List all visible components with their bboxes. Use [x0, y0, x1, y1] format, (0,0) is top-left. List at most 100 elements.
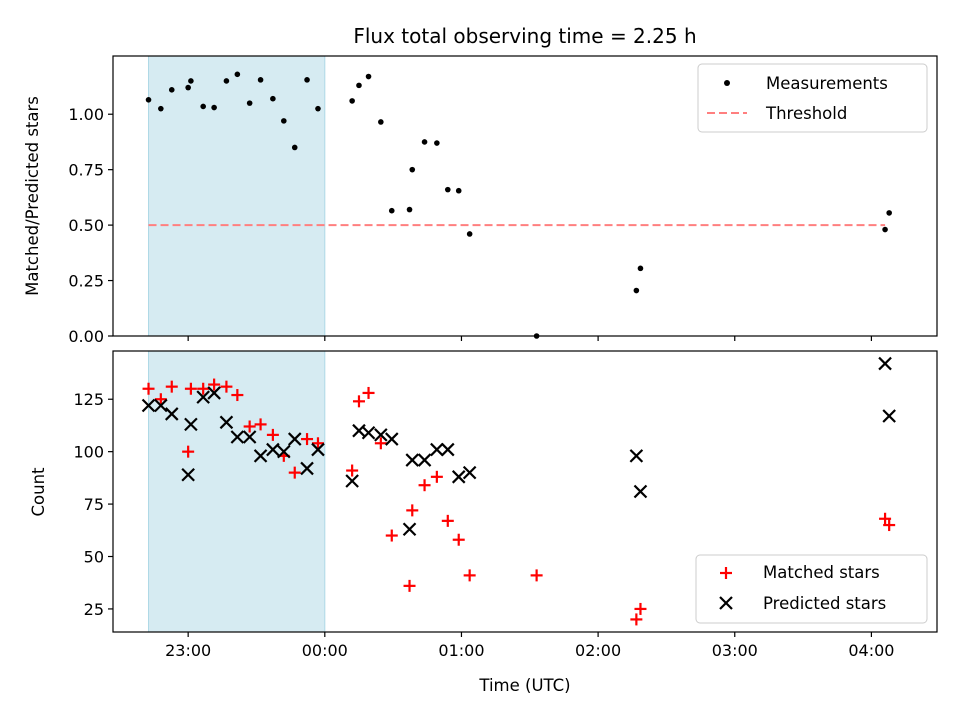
- matched-star-point: [197, 382, 210, 395]
- matched-star-point: [288, 466, 301, 479]
- y-tick-label: 0.25: [68, 272, 104, 291]
- measurement-point: [455, 187, 462, 194]
- matched-star-point: [418, 479, 431, 492]
- matched-star-point: [630, 613, 643, 626]
- matched-star-point: [243, 420, 256, 433]
- matched-star-point: [362, 386, 375, 399]
- x-tick-label: 23:00: [165, 641, 211, 660]
- predicted-star-point: [878, 356, 892, 371]
- x-tick-label: 03:00: [712, 641, 758, 660]
- matched-star-point: [254, 418, 267, 431]
- legend-matched-marker: [720, 567, 732, 579]
- legend-measurements-marker: [724, 80, 730, 86]
- matched-star-point: [165, 380, 178, 393]
- matched-star-point: [346, 464, 359, 477]
- predicted-star-point: [311, 442, 325, 457]
- matched-star-point: [883, 519, 896, 532]
- matched-star-point: [530, 569, 543, 582]
- measurement-point: [349, 98, 355, 104]
- measurement-point: [246, 100, 253, 106]
- predicted-star-point: [462, 465, 477, 480]
- top-x-ticks: [187, 336, 873, 341]
- top-plot-frame: [112, 55, 938, 337]
- matched-star-point: [441, 514, 454, 527]
- bottom-plot-frame: [112, 350, 938, 633]
- y-tick-label: 75: [84, 495, 104, 514]
- matched-star-point: [463, 569, 476, 582]
- matched-star-point: [311, 437, 324, 450]
- measurement-point: [466, 231, 473, 237]
- predicted-star-point: [633, 484, 648, 499]
- measurement-point: [637, 265, 644, 272]
- predicted-star-point: [345, 474, 359, 488]
- measurement-point: [409, 166, 416, 173]
- measurement-point: [291, 144, 298, 151]
- predicted-star-point: [219, 415, 234, 430]
- predicted-star-point: [164, 407, 179, 421]
- predicted-star-point: [287, 432, 302, 446]
- top-panel: 0.00 0.25 0.50 0.75 1.00 Matched/Predicted s…: [23, 55, 938, 346]
- top-legend-box: [697, 63, 928, 133]
- matched-star-point: [352, 395, 365, 408]
- predicted-star-point: [430, 442, 444, 457]
- measurement-point: [145, 97, 152, 103]
- top-y-ticks: 0.00 0.25 0.50 0.75 1.00: [68, 105, 113, 346]
- measurement-point: [158, 105, 164, 112]
- predicted-star-point: [266, 442, 280, 457]
- predicted-star-point: [300, 461, 314, 476]
- measurement-point: [406, 206, 413, 213]
- predicted-star-point: [154, 398, 168, 413]
- matched-star-point: [430, 470, 443, 483]
- measurement-point: [304, 77, 310, 83]
- measurement-point: [200, 103, 206, 110]
- predicted-star-point: [402, 522, 417, 537]
- top-shaded-span: [148, 55, 326, 337]
- measurement-point: [185, 84, 191, 91]
- predicted-star-point: [417, 453, 432, 467]
- matched-star-point: [879, 512, 892, 525]
- bottom-legend: Matched stars Predicted stars: [695, 554, 928, 624]
- predicted-star-point: [629, 449, 644, 463]
- bottom-points: [141, 356, 896, 626]
- measurement-point: [270, 95, 276, 102]
- y-tick-label: 100: [73, 443, 104, 462]
- x-tick-label: 02:00: [575, 641, 621, 660]
- bottom-legend-box: [695, 554, 928, 624]
- bottom-x-ticks: 23:00 00:00 01:00 02:00 03:00 04:00: [165, 632, 894, 660]
- predicted-star-point: [242, 430, 257, 444]
- matched-star-point: [184, 382, 197, 395]
- matched-star-point: [374, 437, 387, 450]
- measurement-point: [886, 210, 892, 216]
- top-y-axis-label: Matched/Predicted stars: [23, 96, 42, 296]
- measurement-point: [378, 119, 384, 125]
- y-tick-label: 25: [84, 600, 104, 619]
- legend-predicted-marker: [719, 596, 733, 610]
- measurement-point: [444, 186, 451, 193]
- matched-star-point: [385, 529, 398, 542]
- measurement-point: [365, 73, 372, 80]
- measurement-point: [211, 104, 217, 111]
- measurement-point: [257, 77, 264, 83]
- predicted-star-point: [441, 442, 455, 457]
- measurement-point: [388, 207, 395, 214]
- measurement-point: [188, 78, 194, 84]
- measurement-point: [882, 226, 888, 233]
- measurement-point: [168, 87, 175, 93]
- matched-star-point: [208, 378, 221, 391]
- bottom-y-ticks: 25 50 75 100 125: [73, 390, 113, 619]
- predicted-star-point: [253, 449, 268, 463]
- predicted-star-point: [141, 398, 156, 413]
- predicted-star-point: [277, 444, 291, 459]
- predicted-star-point: [374, 428, 388, 442]
- matched-star-point: [301, 433, 314, 446]
- measurement-point: [356, 82, 362, 89]
- measurement-point: [421, 139, 428, 145]
- matched-star-point: [403, 579, 416, 592]
- matched-star-point: [634, 602, 647, 615]
- chart-title: Flux total observing time = 2.25 h: [353, 24, 696, 48]
- predicted-star-point: [451, 470, 466, 484]
- matched-star-point: [231, 389, 244, 402]
- matched-star-point: [142, 382, 155, 395]
- y-tick-label: 50: [84, 548, 104, 567]
